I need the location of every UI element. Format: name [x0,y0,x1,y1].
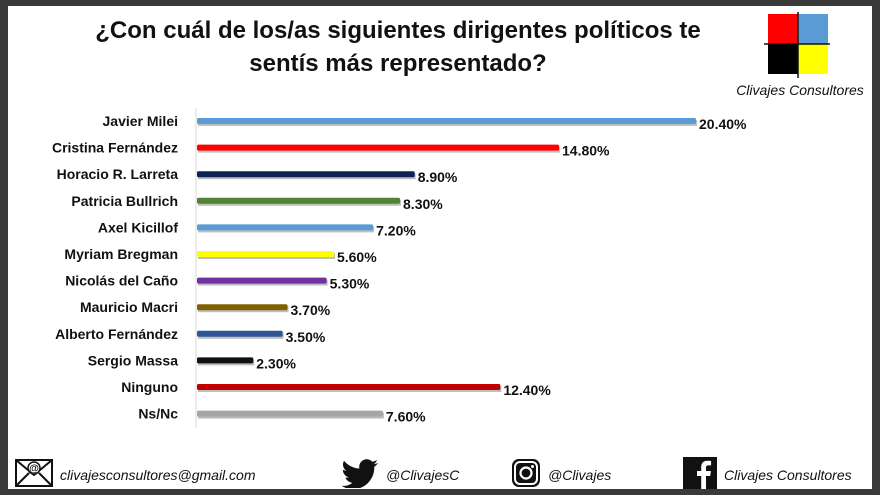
bar [197,410,383,417]
footer-instagram[interactable]: @Clivajes [510,458,612,493]
value-label: 3.50% [286,329,326,345]
category-label: Ns/Nc [138,406,178,422]
footer-email-text: clivajesconsultores@gmail.com [60,467,256,483]
bar [197,384,501,390]
footer: @ clivajesconsultores@gmail.com @Clivaje… [8,450,872,489]
footer-email[interactable]: @ clivajesconsultores@gmail.com [14,458,256,493]
value-label: 8.30% [403,196,443,212]
value-label: 20.40% [699,116,747,132]
footer-facebook-text: Clivajes Consultores [724,467,852,483]
logo-red-square [768,14,798,44]
bar [197,224,374,231]
value-label: 5.60% [337,249,377,265]
logo-yellow-square [798,44,828,74]
footer-twitter[interactable]: @ClivajesC [340,458,460,493]
category-label: Javier Milei [103,113,179,129]
bar [197,144,560,151]
value-label: 8.90% [418,169,458,185]
category-label: Alberto Fernández [55,326,178,342]
chart-title: ¿Con cuál de los/as siguientes dirigente… [48,14,748,80]
bar [197,118,696,124]
value-label: 2.30% [256,355,296,371]
footer-instagram-text: @Clivajes [548,467,612,483]
twitter-icon [340,458,380,493]
bar [197,304,288,311]
bar [197,251,334,257]
footer-facebook[interactable]: Clivajes Consultores [682,456,852,490]
value-label: 5.30% [330,276,370,292]
bar [197,357,254,364]
category-label: Axel Kicillof [98,219,178,235]
category-label: Patricia Bullrich [71,193,178,209]
bar [197,330,283,337]
bar [197,171,415,178]
value-label: 3.70% [291,302,331,318]
value-label: 14.80% [562,143,610,159]
logo-blue-square [798,14,828,44]
title-line-1: ¿Con cuál de los/as siguientes dirigente… [95,17,701,44]
value-label: 12.40% [503,382,551,398]
footer-twitter-text: @ClivajesC [386,467,460,483]
clivajes-logo [764,12,830,78]
instagram-icon [510,458,542,493]
bars-group: Javier Milei 20.40% Cristina Fernández 14.8… [52,113,747,425]
value-label: 7.20% [376,222,416,238]
facebook-icon [682,456,718,495]
logo-text: Clivajes Consultores [736,82,864,98]
category-label: Ninguno [121,379,178,395]
bar-chart: Javier Milei 20.40% Cristina Fernández 14.8… [52,108,747,428]
category-label: Mauricio Macri [80,299,178,315]
logo-black-square [768,44,798,74]
category-label: Cristina Fernández [52,140,178,156]
category-label: Horacio R. Larreta [57,166,179,182]
category-label: Myriam Bregman [64,246,178,262]
svg-text:@: @ [29,463,39,474]
category-label: Sergio Massa [88,352,178,368]
email-icon: @ [14,458,54,493]
bar [197,277,327,284]
category-label: Nicolás del Caño [65,273,178,289]
bar [197,197,401,204]
value-label: 7.60% [386,409,426,425]
title-line-2: sentís más representado? [249,50,547,77]
slide: ¿Con cuál de los/as siguientes dirigente… [8,6,872,489]
